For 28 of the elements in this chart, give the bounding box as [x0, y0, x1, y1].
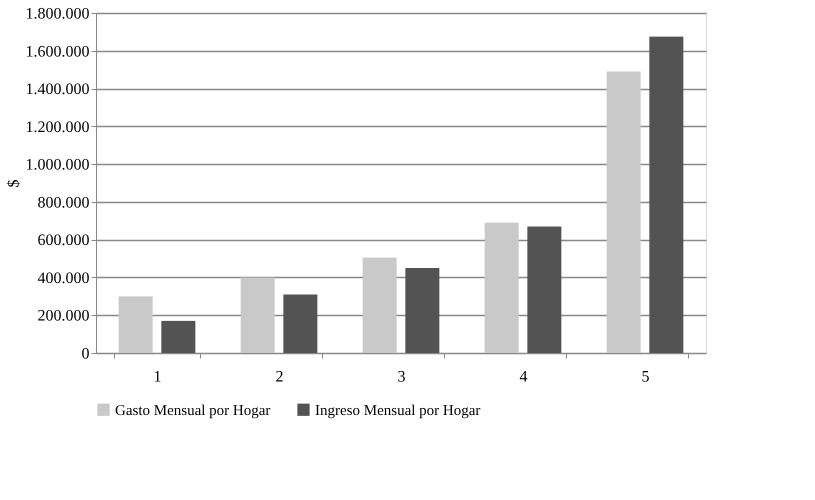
y-tick-label: 1.600.000: [26, 43, 90, 60]
y-tick-label: 1.400.000: [26, 81, 90, 98]
bar: [240, 277, 275, 353]
legend-label: Ingreso Mensual por Hogar: [315, 402, 480, 419]
x-tick-label: 3: [398, 368, 406, 386]
bar: [606, 72, 641, 353]
y-tick-label: 600.000: [38, 232, 90, 250]
legend-label: Gasto Mensual por Hogar: [115, 402, 270, 419]
y-tick-label: 400.000: [38, 270, 90, 287]
y-tick-label: 0: [82, 346, 90, 362]
bar: [118, 296, 153, 353]
y-tick-label: 1.200.000: [26, 118, 90, 136]
y-tick-label: 800.000: [38, 194, 90, 212]
x-tick-label: 4: [520, 368, 528, 386]
bar: [362, 258, 397, 353]
bar: [484, 222, 519, 353]
bar: [283, 294, 318, 353]
x-tick-label: 2: [276, 368, 284, 386]
x-tick-label: 1: [154, 368, 162, 386]
y-tick-label: 200.000: [38, 308, 90, 325]
x-tick-label: 5: [642, 368, 650, 386]
bar: [161, 320, 196, 353]
bar: [527, 226, 562, 353]
bar: [649, 36, 684, 353]
y-axis-title: $: [6, 180, 22, 188]
y-tick-label: 1.000.000: [26, 156, 90, 174]
bar: [405, 268, 440, 353]
y-tick-label: 1.800.000: [26, 6, 90, 22]
